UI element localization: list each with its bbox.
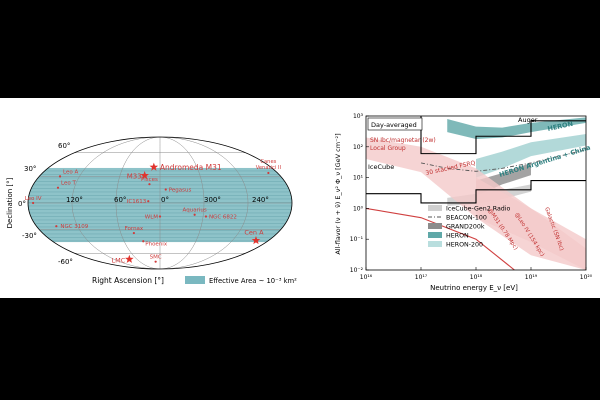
source-label-leo-t: Leo T <box>61 181 76 187</box>
sky-map: 60° 30° 0° -30° -60° 120° 60° 0° 300° 24… <box>6 136 297 285</box>
source-dot-ngc-6822 <box>204 215 208 218</box>
source-dot-pisces <box>148 183 151 186</box>
annot-local-group: Local Group <box>370 145 406 152</box>
x-tick-label: 10¹⁸ <box>470 274 483 281</box>
source-dot-ic1613 <box>147 200 150 203</box>
legend-label-heron: HERON <box>446 233 469 240</box>
legend-label-grand200k: GRAND200k <box>446 224 485 231</box>
ra-tick-240: 240° <box>252 196 269 204</box>
x-tick-label: 10¹⁹ <box>525 274 538 281</box>
source-dot-ngc-3109 <box>55 225 58 228</box>
line-beacon-100 <box>420 149 586 172</box>
source-label-cen-a: Cen A <box>244 228 264 236</box>
source-label-ic1613: IC1613 <box>127 199 147 205</box>
source-label-phoenix: Phoenix <box>145 241 168 247</box>
source-dot-pegasus <box>164 188 167 191</box>
dec-tick-m30: -30° <box>22 232 37 240</box>
source-dot-leo-a <box>58 175 62 178</box>
y-tick-label: 10⁻² <box>350 267 364 274</box>
dec-tick-30: 30° <box>24 165 36 173</box>
flux-ylabel: All-flavor (ν + ν̄) E_ν² Φ_ν [GeV cm⁻²] <box>334 133 342 254</box>
dec-tick-60: 60° <box>58 142 70 150</box>
figure-panel: 60° 30° 0° -30° -60° 120° 60° 0° 300° 24… <box>0 98 600 298</box>
source-label-pisces: Pisces <box>141 177 158 183</box>
source-label-pegasus: Pegasus <box>169 187 192 193</box>
day-averaged-title: Day-averaged <box>371 121 417 129</box>
legend-label-heron-200: HERON-200 <box>446 242 483 249</box>
source-label-leo-a: Leo A <box>63 169 78 175</box>
annot-sn-ibc: SN Ibc/magnetar (2w) <box>370 137 436 144</box>
flux-lines <box>366 116 586 270</box>
line-auger <box>420 116 586 155</box>
source-dot-wlm <box>158 215 162 218</box>
sky-ellipse-outline <box>27 136 293 270</box>
annot-icecube: IceCube <box>368 163 394 171</box>
dec-tick-m60: -60° <box>58 258 73 266</box>
ra-tick-120: 120° <box>66 196 83 204</box>
y-tick-label: 10⁰ <box>353 205 364 212</box>
figure-svg: 60° 30° 0° -30° -60° 120° 60° 0° 300° 24… <box>6 113 593 292</box>
source-label-aquarius: Aquarius <box>183 208 207 214</box>
flux-plot: 10¹⁶ 10¹⁷ 10¹⁸ 10¹⁹ 10²⁰ 10⁻² 10⁻¹ 10⁰ 10¹ 10² 10³… <box>334 113 593 292</box>
flux-bands <box>366 117 586 270</box>
band-galactic-sn-ibc- <box>476 177 586 270</box>
source-dot-aquarius <box>193 213 196 216</box>
source-label-ngc-6822: NGC 6822 <box>209 215 237 221</box>
source-label-ngc-3109: NGC 3109 <box>60 224 88 230</box>
source-label-wlm: WLM <box>145 215 159 221</box>
ra-tick-60: 60° <box>114 196 126 204</box>
source-label-andromeda-m31: Andromeda M31 <box>160 163 222 172</box>
x-tick-label: 10¹⁶ <box>360 274 373 281</box>
ra-tick-300: 300° <box>204 196 221 204</box>
source-dot-canes-venatici-ii <box>267 171 270 175</box>
source-star-m33 <box>140 170 149 180</box>
source-star-lmc <box>125 254 134 263</box>
y-tick-label: 10¹ <box>353 175 364 182</box>
y-tick-label: 10² <box>353 144 364 151</box>
flux-xlabel: Neutrino energy E_ν [eV] <box>430 284 518 292</box>
ra-tick-0: 0° <box>161 196 169 204</box>
source-label-leo-iv: Leo IV <box>25 196 42 202</box>
source-dot-fornax <box>132 231 135 235</box>
legend-swatch-heron <box>428 232 442 238</box>
legend-swatch-grand200k <box>428 223 442 229</box>
source-label-fornax: Fornax <box>125 226 144 232</box>
band-heron <box>447 117 586 139</box>
source-dot-leo-iv <box>32 201 35 205</box>
band-heron-argentina-china <box>476 134 586 178</box>
source-star-andromeda-m31 <box>149 162 159 171</box>
legend-swatch-heron-200 <box>428 241 442 247</box>
y-tick-label: 10³ <box>353 113 364 120</box>
y-tick-label: 10⁻¹ <box>350 236 364 243</box>
annot-auger: Auger <box>518 116 538 124</box>
x-tick-label: 10¹⁷ <box>415 274 428 281</box>
source-dot-leo-t <box>56 186 60 189</box>
sky-ylabel: Declination [°] <box>6 177 14 228</box>
sky-legend-swatch <box>185 276 205 284</box>
legend-swatch-icecube-gen2-radio <box>428 205 442 211</box>
source-label-canes-venatici-ii-2: Venatici II <box>256 165 282 171</box>
sky-legend-label: Effective Area ~ 10⁻³ km² <box>209 277 297 285</box>
source-label-canes-venatici-ii: Canes <box>260 159 276 165</box>
source-dot-smc <box>154 260 157 263</box>
source-dot-phoenix <box>142 240 145 243</box>
flux-ticks: 10¹⁶ 10¹⁷ 10¹⁸ 10¹⁹ 10²⁰ 10⁻² 10⁻¹ 10⁰ 10¹ 10² 10³ <box>350 113 593 281</box>
source-label-m33: M33 <box>127 172 142 180</box>
day-averaged-box <box>367 117 423 131</box>
source-markers: Andromeda M31 M33 LMC Cen A Leo A Leo T Leo IV… <box>25 159 282 264</box>
legend-label-icecube-gen2-radio: IceCube-Gen2 Radio <box>446 206 511 213</box>
sky-xlabel: Right Ascension [°] <box>92 276 164 285</box>
line-icecube <box>366 180 586 204</box>
x-tick-label: 10²⁰ <box>580 274 593 281</box>
source-label-lmc: LMC <box>112 256 126 264</box>
legend-label-beacon-100: BEACON-100 <box>446 215 487 222</box>
source-label-smc: SMC <box>150 255 162 261</box>
dec-tick-0: 0° <box>18 200 26 208</box>
line-30-stacked-fsrq <box>366 207 515 270</box>
flux-legend: IceCube-Gen2 Radio BEACON-100 GRAND200k HER… <box>428 205 511 249</box>
source-star-cen-a <box>251 235 261 245</box>
